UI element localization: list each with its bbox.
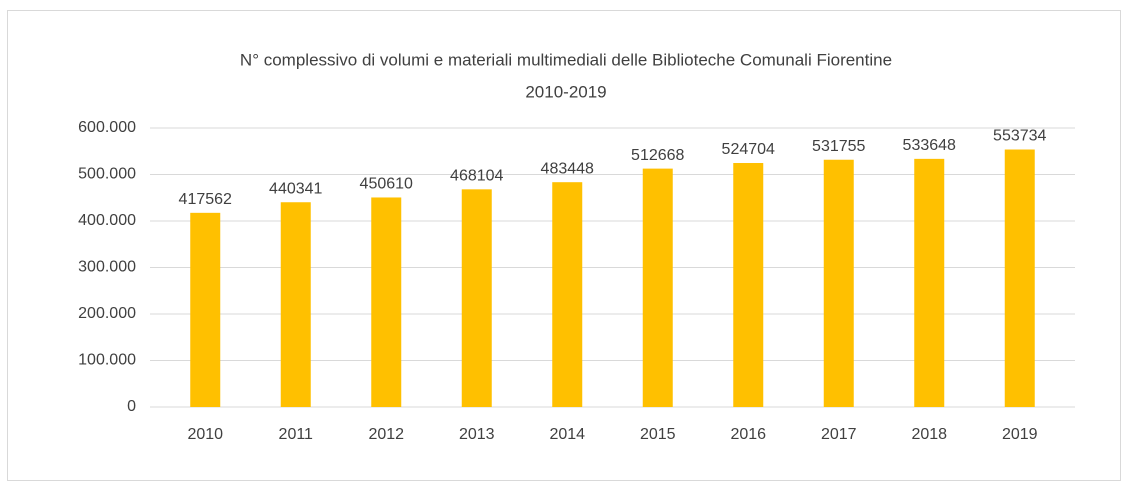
- bar: [371, 197, 402, 407]
- y-tick-label: 600.000: [78, 119, 136, 136]
- x-tick-label: 2011: [279, 426, 314, 443]
- bar: [190, 212, 221, 407]
- x-tick-label: 2013: [459, 426, 495, 443]
- data-label: 417562: [179, 191, 232, 208]
- x-tick-label: 2015: [640, 426, 676, 443]
- data-label: 524704: [722, 141, 775, 158]
- x-tick-label: 2017: [821, 426, 857, 443]
- chart-subtitle: 2010-2019: [525, 82, 606, 101]
- data-label: 553734: [993, 128, 1046, 145]
- data-label: 531755: [812, 138, 865, 155]
- bar: [461, 189, 492, 407]
- data-label: 483448: [541, 160, 594, 177]
- y-tick-label: 500.000: [78, 166, 136, 183]
- y-tick-label: 200.000: [78, 305, 136, 322]
- y-tick-label: 0: [127, 398, 136, 415]
- x-tick-label: 2018: [911, 426, 947, 443]
- bar: [642, 168, 673, 407]
- bar: [823, 159, 854, 407]
- y-tick-label: 400.000: [78, 212, 136, 229]
- data-label: 440341: [269, 180, 322, 197]
- x-tick-label: 2019: [1002, 426, 1038, 443]
- bar: [914, 158, 945, 407]
- bar: [280, 202, 311, 407]
- data-label: 512668: [631, 147, 684, 164]
- y-tick-label: 300.000: [78, 259, 136, 276]
- bar: [552, 182, 583, 407]
- data-label: 450610: [360, 176, 413, 193]
- chart-title: N° complessivo di volumi e materiali mul…: [240, 50, 892, 69]
- x-tick-label: 2014: [549, 426, 585, 443]
- data-label: 468104: [450, 168, 503, 185]
- data-label: 533648: [903, 137, 956, 154]
- y-tick-label: 100.000: [78, 352, 136, 369]
- bar: [1004, 149, 1035, 408]
- bar: [733, 163, 764, 407]
- x-tick-label: 2016: [730, 426, 766, 443]
- x-tick-label: 2012: [368, 426, 404, 443]
- x-tick-label: 2010: [187, 426, 223, 443]
